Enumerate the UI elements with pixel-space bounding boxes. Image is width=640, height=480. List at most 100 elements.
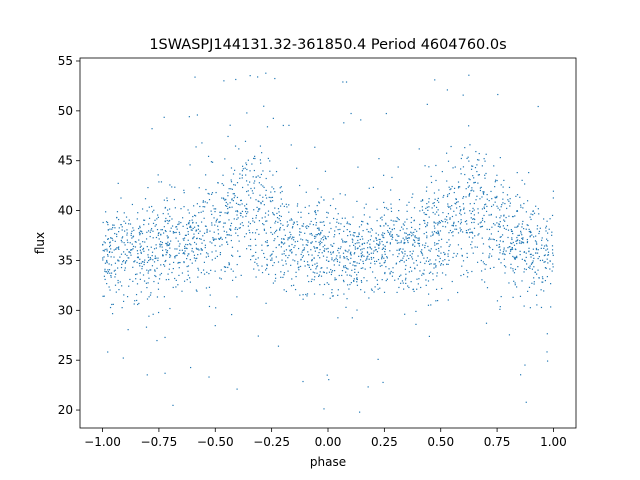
data-point (362, 238, 364, 240)
data-point (425, 207, 427, 210)
data-point (546, 333, 548, 335)
data-point (287, 257, 289, 259)
data-point (273, 214, 275, 216)
data-point (125, 261, 127, 263)
data-point (353, 278, 355, 280)
data-point (462, 196, 465, 198)
data-point (455, 225, 457, 227)
data-point (169, 263, 171, 265)
data-point (304, 206, 306, 209)
data-point (526, 224, 528, 226)
data-point (350, 254, 352, 256)
data-point (189, 164, 191, 166)
data-point (152, 230, 154, 232)
data-point (398, 275, 401, 277)
data-point (279, 228, 281, 230)
data-point (162, 232, 165, 234)
data-point (160, 181, 163, 183)
data-point (265, 189, 267, 192)
data-point (442, 212, 444, 214)
data-point (402, 228, 404, 230)
data-point (109, 241, 111, 243)
data-point (114, 240, 116, 242)
data-point (255, 276, 257, 278)
data-point (148, 223, 150, 225)
data-point (398, 248, 400, 250)
data-point (418, 242, 421, 245)
data-point (261, 152, 263, 154)
data-point (275, 246, 277, 249)
data-point (300, 253, 302, 256)
data-point (187, 265, 190, 267)
data-point (137, 256, 139, 258)
data-point (455, 228, 458, 230)
data-point (350, 275, 352, 277)
data-point (389, 272, 391, 274)
data-point (190, 244, 192, 246)
data-point (235, 78, 237, 81)
data-point (346, 229, 348, 231)
data-point (453, 210, 455, 212)
data-point (167, 273, 169, 275)
data-point (213, 208, 215, 210)
data-point (312, 271, 314, 273)
data-point (138, 262, 140, 265)
data-point (263, 105, 265, 107)
data-point (259, 194, 261, 196)
data-point (426, 186, 428, 188)
data-point (261, 249, 263, 251)
data-point (471, 187, 473, 189)
data-point (289, 219, 291, 221)
data-point (256, 206, 258, 209)
data-point (124, 230, 126, 232)
data-point (356, 200, 358, 202)
data-point (381, 264, 383, 267)
data-point (526, 200, 529, 202)
data-point (399, 261, 401, 263)
data-point (543, 218, 545, 220)
data-point (109, 244, 112, 246)
data-point (539, 259, 541, 262)
data-point (369, 239, 372, 241)
data-point (354, 246, 356, 248)
data-point (314, 247, 316, 249)
data-point (196, 290, 198, 292)
data-point (373, 260, 376, 262)
data-point (225, 231, 228, 233)
data-point (428, 272, 431, 274)
data-point (527, 290, 529, 292)
data-point (477, 212, 480, 214)
data-point (275, 170, 278, 173)
data-point (174, 207, 176, 209)
data-point (460, 274, 462, 277)
data-point (370, 262, 372, 264)
data-point (391, 176, 393, 179)
data-point (129, 223, 132, 225)
data-point (522, 241, 524, 243)
data-point (103, 295, 105, 297)
data-point (316, 227, 319, 229)
data-point (102, 249, 104, 252)
data-point (193, 226, 196, 228)
data-point (254, 180, 256, 182)
data-point (479, 189, 482, 192)
data-point (336, 259, 338, 261)
data-point (332, 198, 334, 200)
data-point (170, 227, 172, 229)
data-point (539, 227, 541, 229)
data-point (259, 159, 261, 161)
data-point (124, 267, 126, 269)
data-point (241, 186, 244, 189)
data-point (136, 299, 138, 302)
data-point (360, 281, 363, 283)
data-point (352, 264, 354, 266)
data-point (442, 196, 444, 198)
data-point (377, 243, 379, 246)
data-point (448, 239, 450, 241)
data-point (351, 269, 353, 271)
data-point (443, 251, 445, 254)
data-point (126, 260, 128, 262)
data-point (535, 273, 538, 275)
data-point (163, 199, 165, 201)
data-point (241, 174, 243, 176)
